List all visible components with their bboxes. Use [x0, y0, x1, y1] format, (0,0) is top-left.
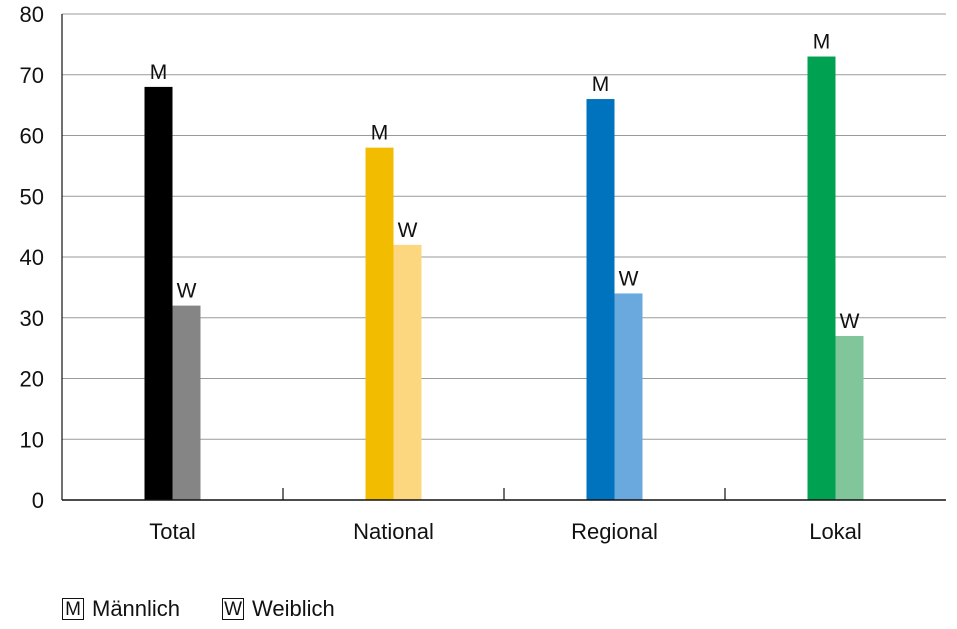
bar-label-m: M [371, 122, 389, 145]
bar-label-m: M [813, 31, 831, 54]
bar-m-lokal [807, 56, 836, 501]
legend-label-weiblich: Weiblich [252, 596, 335, 621]
y-tick-label: 50 [20, 184, 44, 209]
y-tick-label: 0 [32, 488, 44, 513]
y-tick-label: 40 [20, 245, 44, 270]
bar-w-lokal [835, 335, 864, 500]
bar-w-total [172, 305, 201, 500]
y-tick-label: 10 [20, 427, 44, 452]
bar-m-total [144, 86, 173, 501]
bar-w-regional [614, 293, 643, 500]
y-tick-label: 60 [20, 124, 44, 149]
y-axis-tick-labels: 0 10 20 30 40 50 60 70 80 [20, 2, 44, 513]
grid-lines [62, 13, 946, 440]
legend-label-maennlich: Männlich [92, 596, 181, 621]
bar-m-national [365, 147, 394, 500]
bars [144, 56, 864, 501]
y-tick-label: 80 [20, 2, 44, 27]
legend: M Männlich W Weiblich [62, 596, 377, 622]
y-tick-label: 70 [20, 63, 44, 88]
legend-key-w: W [222, 598, 245, 620]
x-tick-label: Regional [571, 519, 658, 544]
bar-label-m: M [150, 61, 168, 84]
bar-label-w: W [398, 219, 418, 242]
bar-m-regional [586, 99, 615, 501]
legend-item-maennlich: M Männlich [62, 596, 180, 622]
x-tick-label: National [353, 519, 434, 544]
bar-w-national [393, 244, 422, 500]
legend-item-weiblich: W Weiblich [222, 596, 335, 622]
bar-labels: M W M W M W M W [150, 31, 860, 333]
legend-key-m: M [62, 598, 84, 620]
x-tick-label: Total [149, 519, 195, 544]
bar-label-w: W [177, 280, 197, 303]
bar-label-m: M [592, 73, 610, 96]
x-axis-tick-labels: Total National Regional Lokal [149, 519, 862, 544]
bar-label-w: W [619, 267, 639, 290]
x-tick-label: Lokal [809, 519, 862, 544]
x-axis [61, 14, 946, 501]
y-tick-label: 30 [20, 306, 44, 331]
bar-label-w: W [840, 310, 860, 333]
y-tick-label: 20 [20, 367, 44, 392]
